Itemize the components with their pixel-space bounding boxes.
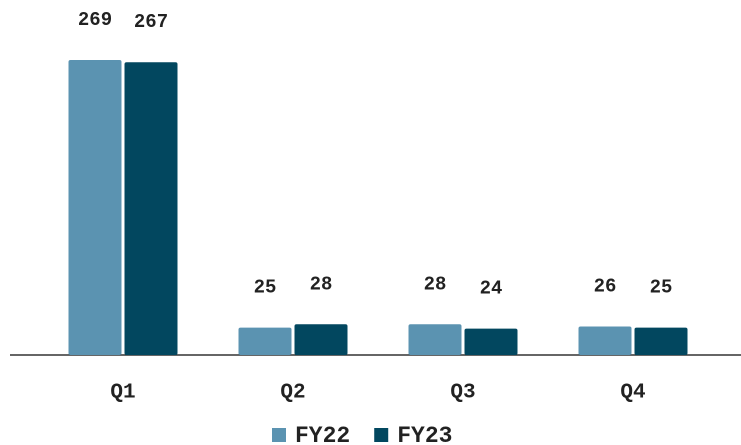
legend-swatch xyxy=(272,428,286,442)
data-label: 28 xyxy=(424,273,447,295)
data-label: 24 xyxy=(480,278,503,300)
data-label: 269 xyxy=(78,9,112,31)
bar xyxy=(408,324,462,355)
data-label: 26 xyxy=(594,276,617,298)
data-label: 25 xyxy=(254,277,277,299)
bar xyxy=(124,62,178,356)
legend-swatch xyxy=(374,428,389,442)
data-label: 28 xyxy=(310,273,333,295)
bar xyxy=(238,327,292,355)
x-tick-label: Q3 xyxy=(450,382,475,405)
x-tick-label: Q4 xyxy=(620,382,645,405)
legend-label: FY22 xyxy=(295,423,350,445)
bar xyxy=(68,60,122,355)
data-label: 25 xyxy=(650,277,673,299)
x-tick-label: Q1 xyxy=(110,382,135,405)
bar xyxy=(464,328,518,355)
bar xyxy=(634,327,688,355)
x-tick-label: Q2 xyxy=(280,382,305,405)
bar xyxy=(578,326,632,355)
data-label: 267 xyxy=(134,11,168,33)
legend-label: FY23 xyxy=(397,423,452,445)
bar xyxy=(294,324,348,355)
